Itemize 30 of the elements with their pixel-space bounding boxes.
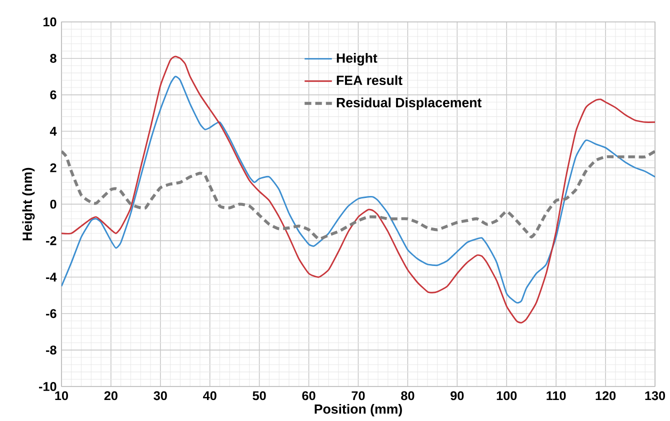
x-tick-label: 60 (302, 391, 316, 400)
legend-label: Residual Displacement (336, 98, 482, 110)
y-tick-label: 0 (50, 200, 56, 209)
y-tick-label: 6 (50, 90, 56, 100)
x-tick-label: 80 (401, 391, 414, 400)
x-tick-label: 50 (252, 391, 266, 400)
x-tick-label: 30 (154, 391, 167, 400)
line-series (61, 150, 656, 240)
y-tick-label: 2 (50, 163, 56, 172)
y-tick-label: -8 (46, 346, 56, 355)
x-tick-label: 120 (596, 391, 616, 400)
y-tick-label: -2 (46, 236, 56, 246)
y-tick-label: 4 (50, 127, 57, 136)
x-tick-label: 90 (450, 391, 464, 400)
x-tick-label: 130 (645, 391, 666, 400)
x-tick-label: 40 (203, 391, 216, 400)
y-tick-label: -6 (46, 309, 56, 318)
line-series (61, 76, 656, 304)
x-tick-label: 100 (496, 391, 517, 400)
x-tick-label: 20 (104, 391, 118, 400)
legend-label: FEA result (336, 75, 402, 86)
y-tick-label: -4 (46, 272, 57, 282)
y-tick-label: 10 (44, 17, 56, 26)
y-tick-label: -10 (39, 382, 56, 392)
x-axis-title: Position (mm) (314, 404, 402, 416)
y-axis-title: Height (nm) (22, 168, 35, 240)
legend-label: Height (336, 53, 378, 66)
y-tick-label: 8 (50, 54, 56, 63)
x-tick-label: 110 (546, 391, 566, 400)
x-tick-label: 70 (352, 391, 365, 400)
